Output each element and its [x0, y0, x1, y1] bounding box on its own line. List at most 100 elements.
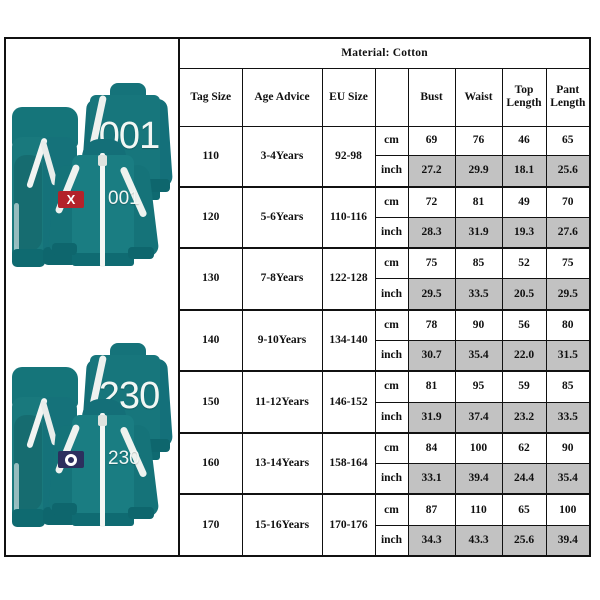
- size-table-container: Material: Cotton Tag Size Age Advice EU …: [178, 37, 592, 557]
- cell-tag-size: 130: [178, 247, 243, 311]
- cell-cm-bust: 81: [407, 370, 456, 403]
- cell-cm-bust: 87: [407, 493, 456, 526]
- cell-unit-cm: cm: [374, 493, 409, 526]
- table-row-header: Tag Size Age Advice EU Size Bust Waist T…: [178, 68, 591, 127]
- table-row: 140 9-10Years 134-140 cm 78 90 56 80: [178, 308, 591, 372]
- cell-cm-pant-length: 70: [545, 185, 591, 218]
- table-row: inch 28.3 31.9 19.3 27.6: [179, 216, 591, 249]
- cell-age-advice: 15-16Years: [241, 493, 323, 557]
- cell-inch-pant-length: 33.5: [545, 401, 591, 434]
- cell-inch-waist: 29.9: [454, 155, 503, 188]
- header-waist: Waist: [454, 68, 503, 127]
- cell-unit-cm: cm: [374, 125, 409, 157]
- cell-cm-pant-length: 80: [545, 308, 591, 341]
- cell-tag-size: 160: [178, 431, 243, 495]
- table-row: 120 5-6Years 110-116 cm 72 81 49 70: [178, 185, 591, 249]
- cell-inch-waist: 43.3: [454, 524, 503, 557]
- x-symbol-icon: X: [66, 192, 76, 207]
- cell-cm-top-length: 46: [501, 125, 547, 157]
- header-eu-size: EU Size: [321, 68, 376, 127]
- product-image-panel: 001 X 001: [4, 37, 178, 557]
- cell-inch-pant-length: 35.4: [545, 463, 591, 495]
- cell-inch-top-length: 20.5: [501, 278, 547, 311]
- cell-cm-bust: 84: [407, 431, 456, 465]
- table-row: 160 13-14Years 158-164 cm 84 100 62 90: [178, 431, 591, 495]
- tracksuit-pants-230: [12, 367, 78, 527]
- cell-tag-size: 140: [178, 308, 243, 372]
- circle-symbol-icon: [65, 453, 77, 466]
- header-pant-length: Pant Length: [545, 68, 591, 127]
- cell-inch-top-length: 25.6: [501, 524, 547, 557]
- cell-inch-waist: 37.4: [454, 401, 503, 434]
- cell-cm-pant-length: 100: [545, 493, 591, 526]
- cell-unit-cm: cm: [374, 185, 409, 218]
- cell-cm-waist: 90: [454, 308, 503, 341]
- cell-inch-bust: 28.3: [407, 216, 456, 249]
- header-tag-size: Tag Size: [178, 68, 243, 127]
- cell-cm-pant-length: 90: [545, 431, 591, 465]
- cell-cm-pant-length: 75: [545, 247, 591, 280]
- cell-cm-waist: 100: [454, 431, 503, 465]
- cell-age-advice: 3-4Years: [241, 125, 323, 188]
- cell-inch-bust: 33.1: [407, 463, 456, 495]
- cell-unit-cm: cm: [374, 247, 409, 280]
- cell-cm-top-length: 62: [501, 431, 547, 465]
- cell-age-advice: 9-10Years: [241, 308, 323, 372]
- material-title: Material: Cotton: [178, 37, 591, 70]
- cell-inch-pant-length: 27.6: [545, 216, 591, 249]
- header-top-length: Top Length: [501, 68, 547, 127]
- cell-inch-waist: 35.4: [454, 340, 503, 372]
- cell-cm-waist: 110: [454, 493, 503, 526]
- cell-inch-pant-length: 39.4: [545, 524, 591, 557]
- cell-unit-inch: inch: [374, 401, 409, 434]
- table-row: inch 33.1 39.4 24.4 35.4: [179, 463, 591, 495]
- player-badge-x: X: [58, 191, 84, 208]
- cell-inch-bust: 31.9: [407, 401, 456, 434]
- header-age-advice: Age Advice: [241, 68, 323, 127]
- cell-unit-inch: inch: [374, 340, 409, 372]
- cell-unit-cm: cm: [374, 370, 409, 403]
- cell-unit-inch: inch: [374, 216, 409, 249]
- player-badge-o: [58, 451, 84, 468]
- cell-inch-waist: 39.4: [454, 463, 503, 495]
- cell-cm-bust: 75: [407, 247, 456, 280]
- cell-inch-waist: 31.9: [454, 216, 503, 249]
- cell-tag-size: 110: [178, 125, 243, 188]
- cell-cm-waist: 95: [454, 370, 503, 403]
- cell-cm-top-length: 52: [501, 247, 547, 280]
- cell-eu-size: 170-176: [321, 493, 376, 557]
- cell-inch-bust: 30.7: [407, 340, 456, 372]
- table-row: inch 30.7 35.4 22.0 31.5: [179, 340, 591, 372]
- cell-cm-waist: 85: [454, 247, 503, 280]
- table-row: inch 27.2 29.9 18.1 25.6: [179, 155, 591, 188]
- cell-age-advice: 7-8Years: [241, 247, 323, 311]
- cell-inch-top-length: 23.2: [501, 401, 547, 434]
- cell-inch-pant-length: 31.5: [545, 340, 591, 372]
- cell-inch-top-length: 18.1: [501, 155, 547, 188]
- product-photo-001: 001 X 001: [6, 39, 178, 299]
- cell-eu-size: 134-140: [321, 308, 376, 372]
- tracksuit-jacket-front-001: X 001: [47, 139, 162, 289]
- cell-cm-waist: 81: [454, 185, 503, 218]
- cell-cm-top-length: 49: [501, 185, 547, 218]
- cell-tag-size: 170: [178, 493, 243, 557]
- tracksuit-jacket-front-230: 230: [47, 399, 162, 549]
- cell-cm-waist: 76: [454, 125, 503, 157]
- cell-age-advice: 11-12Years: [241, 370, 323, 434]
- cell-inch-top-length: 22.0: [501, 340, 547, 372]
- cell-unit-inch: inch: [374, 278, 409, 311]
- cell-cm-top-length: 59: [501, 370, 547, 403]
- table-row-material: Material: Cotton: [178, 37, 591, 70]
- cell-cm-top-length: 65: [501, 493, 547, 526]
- cell-unit-inch: inch: [374, 524, 409, 557]
- front-number-label: 230: [108, 448, 140, 469]
- cell-inch-pant-length: 29.5: [545, 278, 591, 311]
- table-row: 130 7-8Years 122-128 cm 75 85 52 75: [178, 247, 591, 311]
- cell-inch-bust: 27.2: [407, 155, 456, 188]
- cell-cm-pant-length: 65: [545, 125, 591, 157]
- cell-unit-cm: cm: [374, 431, 409, 465]
- cell-inch-waist: 33.5: [454, 278, 503, 311]
- cell-cm-pant-length: 85: [545, 370, 591, 403]
- cell-inch-pant-length: 25.6: [545, 155, 591, 188]
- cell-age-advice: 5-6Years: [241, 185, 323, 249]
